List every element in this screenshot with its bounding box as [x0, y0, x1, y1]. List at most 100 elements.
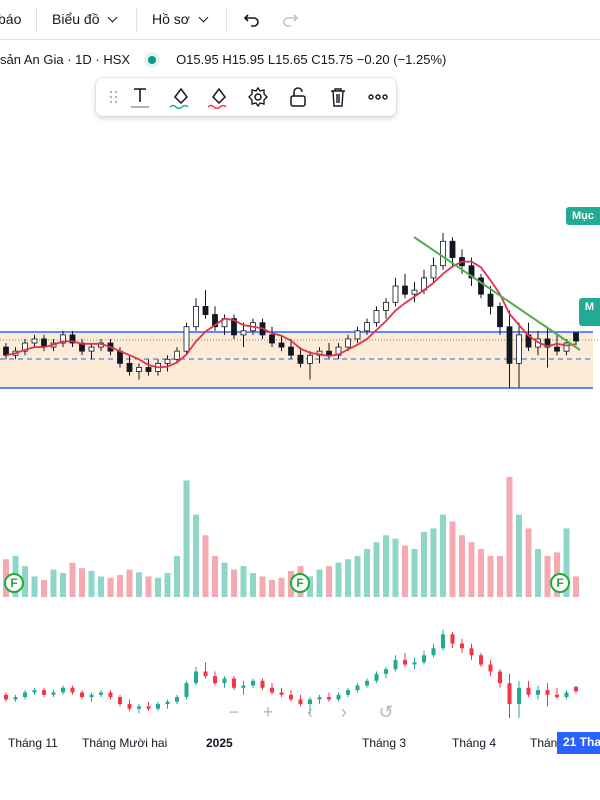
volume-bar [79, 568, 85, 597]
symbol-title[interactable]: sản An Gia · 1D · HSX [0, 52, 131, 67]
candle-body [136, 367, 142, 372]
volume-bar [383, 535, 389, 597]
subchart-candle [479, 655, 483, 665]
undo-button[interactable] [242, 10, 262, 30]
dividend-badge[interactable]: F [4, 573, 24, 593]
volume-bar [240, 566, 247, 597]
subchart-candle [412, 662, 417, 665]
moving-average-line[interactable] [5, 260, 577, 369]
profile-menu-button[interactable]: Hồ sơ [152, 11, 209, 27]
candle-body [373, 310, 380, 324]
candle-body [421, 277, 427, 291]
subchart-candle [61, 687, 65, 693]
trendline[interactable] [413, 236, 581, 351]
scroll-right-icon[interactable]: › [341, 701, 347, 722]
chart-menu-button[interactable]: Biểu đồ [52, 11, 118, 27]
candle-body [41, 338, 47, 348]
chart-navigation: − + ‹ › ↺ [222, 700, 398, 724]
volume-bar [88, 570, 95, 597]
candle-body [288, 346, 294, 356]
settings-icon[interactable] [246, 85, 270, 109]
candle-body [335, 346, 342, 356]
unlock-icon[interactable] [286, 85, 310, 109]
subchart-candle [498, 671, 502, 684]
candle-body [60, 334, 66, 344]
subchart-candle [23, 692, 27, 698]
subchart-candle [365, 680, 369, 686]
subchart-candle [32, 690, 37, 693]
zoom-in-icon[interactable]: + [262, 701, 274, 722]
volume-bar [278, 577, 285, 597]
delete-icon[interactable] [326, 85, 350, 109]
candle-body [221, 318, 228, 328]
price-tag-1[interactable]: Mục [566, 207, 600, 225]
subchart-candle [232, 678, 236, 688]
volume-bar [221, 562, 228, 597]
subchart-candle [536, 690, 540, 695]
zoom-out-icon[interactable]: − [228, 701, 240, 722]
volume-bar [174, 555, 180, 597]
volume-bar [544, 555, 551, 597]
volume-bar [69, 562, 76, 597]
volume-bar [345, 559, 351, 597]
subchart-candle [70, 687, 75, 693]
text-icon[interactable] [128, 85, 152, 109]
line-color-icon[interactable] [168, 85, 192, 109]
subchart-candle [194, 671, 198, 684]
candle-body [354, 330, 361, 340]
toolbar-divider [136, 8, 137, 32]
reset-chart-icon[interactable]: ↺ [378, 701, 394, 722]
scroll-left-icon[interactable]: ‹ [307, 701, 313, 722]
candle-body [259, 322, 266, 336]
subchart-candle [89, 694, 94, 698]
volume-bar [183, 480, 190, 597]
volume-bar [449, 521, 456, 597]
candle-body [278, 342, 285, 348]
symbol-legend: sản An Gia · 1D · HSX O15.95 H15.95 L15.… [0, 52, 446, 67]
candle-body [231, 318, 237, 336]
volume-bar [497, 555, 503, 597]
subchart-candle [13, 697, 18, 700]
fill-color-icon[interactable] [206, 85, 230, 109]
volume-bar [525, 528, 532, 597]
drag-handle-icon[interactable] [102, 85, 126, 109]
top-toolbar: báo Biểu đồ Hồ sơ [0, 0, 600, 40]
subchart-candle [507, 683, 512, 705]
candle-body [12, 350, 19, 356]
volume-bar [506, 477, 513, 597]
candle-body [155, 362, 161, 372]
dividend-badge[interactable]: F [290, 573, 310, 593]
subchart-candle [422, 655, 426, 663]
volume-bar [269, 579, 275, 597]
candle-body [383, 301, 389, 311]
ohlc-values: O15.95 H15.95 L15.65 C15.75 −0.20 (−1.25… [176, 52, 447, 67]
subchart-candle [526, 687, 531, 695]
volume-bar [231, 569, 237, 597]
volume-bar [402, 545, 408, 597]
more-icon[interactable] [366, 85, 390, 109]
alerts-button[interactable]: báo [0, 11, 21, 27]
subchart-candle [184, 683, 189, 698]
candle-body [487, 293, 494, 307]
dividend-badge[interactable]: F [550, 573, 570, 593]
candle-body [497, 305, 503, 328]
price-band-fill [0, 333, 593, 388]
subchart-candle [270, 687, 274, 693]
redo-button[interactable] [280, 10, 300, 30]
volume-bar [50, 569, 57, 597]
candle-body [212, 314, 218, 328]
toolbar-divider [226, 8, 227, 32]
subchart-candle [80, 692, 84, 698]
volume-bar [145, 576, 152, 597]
profile-menu-label: Hồ sơ [152, 11, 190, 27]
subchart-candle [175, 697, 179, 702]
candle-body [117, 350, 123, 364]
price-tag-2[interactable]: M [578, 298, 600, 326]
volume-bar [354, 555, 361, 597]
subchart-candle [137, 706, 141, 709]
volume-bar [478, 549, 484, 597]
candle-body [297, 354, 304, 364]
volume-bar [411, 549, 418, 597]
subchart-candle [241, 685, 246, 688]
